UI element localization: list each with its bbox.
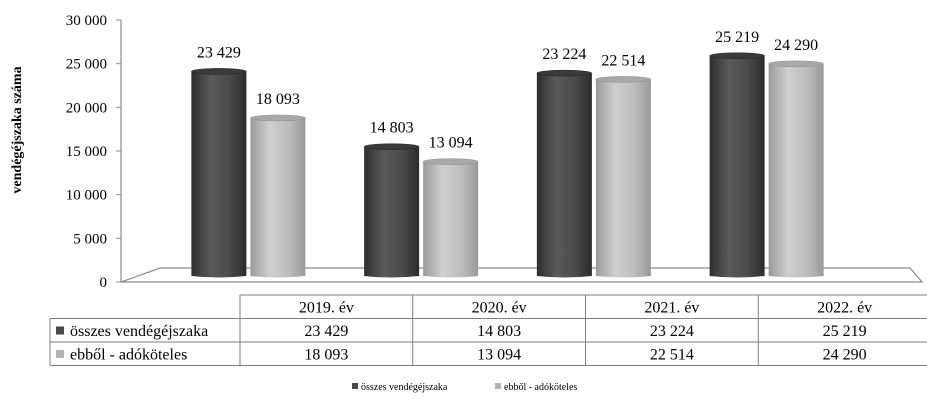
table-header-0: 2019. év: [299, 300, 354, 317]
table-header-2: 2021. év: [644, 300, 699, 317]
bar-taxable-3: [768, 60, 824, 278]
y-tick-label: 10 000: [66, 188, 107, 204]
legend-label: összes vendégéjszaka: [361, 382, 448, 393]
bar-cap: [709, 52, 765, 60]
table-cell: 22 514: [650, 347, 694, 364]
bar-cap: [768, 60, 824, 68]
table-header-3: 2022. év: [817, 300, 872, 317]
table-cell: 14 803: [477, 323, 521, 340]
y-tick-label: 20 000: [66, 100, 107, 116]
bar-cap: [191, 68, 247, 75]
data-label: 14 803: [370, 120, 414, 137]
data-labels: 23 429 18 093 14 803 13 094 23 224 22 514 25 2…: [197, 29, 818, 152]
bar-body: [364, 146, 420, 278]
bar-body: [423, 161, 479, 278]
bar-body: [768, 63, 824, 278]
legend-key: [352, 383, 358, 389]
bar-body: [191, 71, 247, 278]
bar-body: [536, 73, 592, 278]
bar-total-0: [191, 68, 247, 278]
table-cell: 13 094: [477, 347, 521, 364]
data-label: 23 224: [542, 46, 586, 63]
y-tick-label: 15 000: [66, 144, 107, 160]
legend-label: ebből - adóköteles: [504, 382, 577, 393]
table-cell: 23 224: [650, 323, 694, 340]
bar-cap: [536, 69, 593, 77]
table-legend-key: [56, 326, 64, 335]
y-tick-label: 0: [100, 275, 108, 291]
data-table: 2019. év 2020. év 2021. év 2022. év összes v…: [49, 294, 927, 366]
table-legend-key: [56, 350, 64, 358]
table-header-1: 2020. év: [472, 300, 527, 317]
data-label: 24 290: [774, 37, 818, 54]
bar-taxable-1: [422, 158, 479, 278]
bar-cap: [363, 143, 420, 150]
table-cell: 23 429: [304, 323, 348, 340]
y-axis: 0 5 000 10 000 15 000 20 000 25 000 30 000: [66, 13, 121, 291]
data-label: 23 429: [197, 44, 241, 61]
data-label: 22 514: [601, 52, 645, 69]
table-cell: 18 093: [304, 347, 348, 364]
bar-total-3: [709, 52, 765, 278]
legend: összes vendégéjszaka ebből - adóköteles: [352, 382, 577, 393]
bar-body: [595, 79, 651, 278]
bar-body: [709, 55, 765, 278]
bar-cap: [595, 76, 652, 83]
data-label: 18 093: [256, 91, 300, 108]
table-cell: 24 290: [823, 347, 867, 364]
bar-cap: [250, 114, 306, 122]
bar-taxable-0: [250, 114, 306, 278]
data-label: 25 219: [715, 29, 759, 46]
y-axis-label: vendégéjszaka száma: [10, 66, 25, 193]
data-label: 13 094: [429, 135, 473, 152]
y-tick-label: 30 000: [66, 13, 107, 29]
y-tick-label: 25 000: [66, 57, 107, 73]
y-tick-label: 5 000: [73, 231, 107, 247]
bar-total-2: [536, 69, 593, 278]
bar-total-1: [363, 143, 420, 278]
bars: [191, 52, 824, 278]
bar-body: [250, 117, 306, 278]
bar-taxable-2: [595, 76, 652, 278]
table-row-label: összes vendégéjszaka: [70, 323, 208, 340]
bar-cap: [422, 158, 479, 165]
table-row-label: ebből - adóköteles: [70, 347, 187, 364]
legend-key: [495, 383, 501, 389]
table-cell: 25 219: [823, 323, 867, 340]
